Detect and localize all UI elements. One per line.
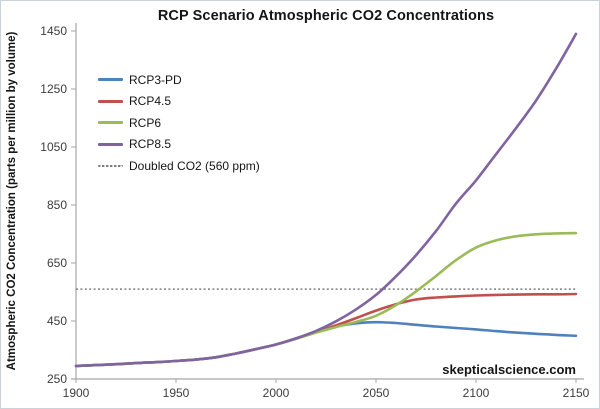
legend: RCP3-PD RCP4.5 RCP6 RCP8.5 Doubled CO2 (…: [98, 69, 260, 177]
y-axis-tick-label: 850: [47, 198, 67, 212]
legend-label: Doubled CO2 (560 ppm): [129, 158, 260, 173]
y-axis-tick-label: 1450: [40, 24, 67, 38]
y-axis-tick-label: 250: [47, 372, 67, 386]
chart-title: RCP Scenario Atmospheric CO2 Concentrati…: [157, 8, 495, 24]
legend-dotted-swatch: [98, 164, 123, 167]
legend-item-rcp45: RCP4.5: [98, 91, 260, 113]
legend-item-rcp85: RCP8.5: [98, 134, 260, 156]
legend-label: RCP3-PD: [129, 72, 182, 87]
legend-item-rcp3pd: RCP3-PD: [98, 69, 260, 91]
y-axis-tick-label: 650: [47, 256, 67, 270]
series-line-rcp6: [74, 231, 578, 368]
legend-item-rcp6: RCP6: [98, 112, 260, 134]
y-axis-tick-label: 1250: [40, 82, 67, 96]
legend-label: RCP4.5: [129, 94, 172, 109]
x-axis-tick-label: 1950: [163, 386, 190, 400]
watermark: skepticalscience.com: [442, 362, 576, 377]
legend-line-swatch: [98, 121, 123, 125]
legend-line-swatch: [98, 142, 123, 146]
x-axis-tick-label: 1900: [63, 386, 90, 400]
x-axis-tick-label: 2000: [263, 386, 290, 400]
y-axis-tick-label: 450: [47, 314, 67, 328]
legend-line-swatch: [98, 78, 123, 82]
series-line-rcp8-5: [74, 32, 578, 368]
x-axis-tick-label: 2100: [463, 386, 490, 400]
x-axis-tick-label: 2050: [363, 386, 390, 400]
legend-label: RCP8.5: [129, 137, 172, 152]
y-axis-title: Atmospheric CO2 Concentration (parts per…: [6, 31, 18, 371]
x-axis-tick-label: 2150: [563, 386, 590, 400]
legend-line-swatch: [98, 99, 123, 103]
y-axis-tick-label: 1050: [40, 140, 67, 154]
legend-item-doubled-co2: Doubled CO2 (560 ppm): [98, 155, 260, 177]
legend-label: RCP6: [129, 115, 162, 130]
